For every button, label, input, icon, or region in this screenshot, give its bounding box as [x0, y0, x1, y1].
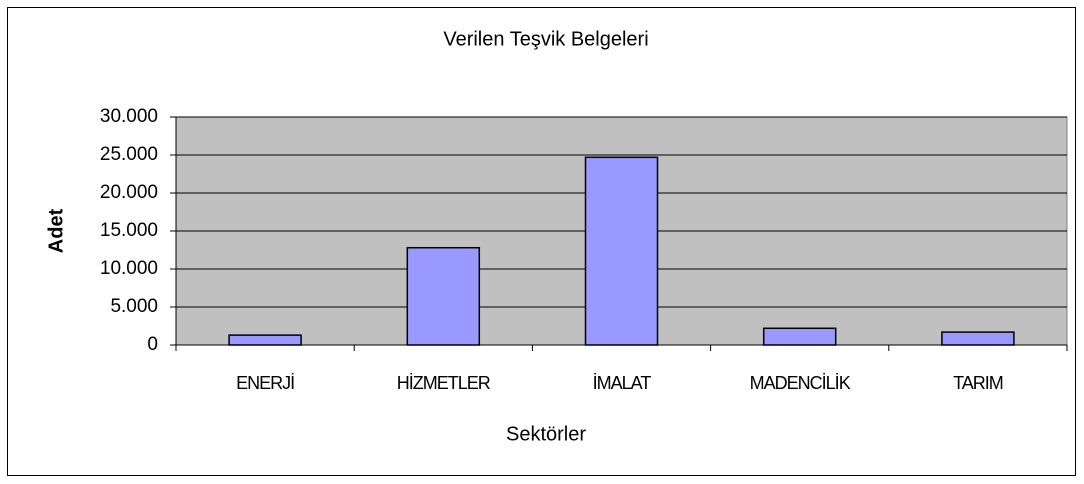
bar [584, 156, 659, 346]
bar [941, 331, 1015, 346]
x-axis-title: Sektörler [506, 423, 586, 445]
y-axis-title: Adet [45, 208, 67, 253]
bar [406, 246, 481, 346]
x-tick-label: İMALAT [593, 373, 652, 393]
y-tick-label: 25.000 [100, 144, 158, 165]
x-tick-label: HİZMETLER [397, 373, 491, 393]
y-tick-label: 15.000 [100, 220, 158, 241]
y-tick-label: 30.000 [100, 106, 158, 127]
x-tick-label: TARIM [953, 373, 1003, 393]
bar [228, 334, 302, 346]
x-tick-label: MADENCİLİK [750, 373, 851, 393]
chart-title: Verilen Teşvik Belgeleri [443, 28, 648, 50]
y-tick-label: 10.000 [100, 258, 158, 279]
y-tick-label: 5.000 [110, 296, 158, 317]
y-tick-label: 0 [147, 334, 158, 355]
x-tick-label: ENERJİ [236, 373, 294, 393]
y-tick-label: 20.000 [100, 182, 158, 203]
bar [762, 327, 837, 346]
